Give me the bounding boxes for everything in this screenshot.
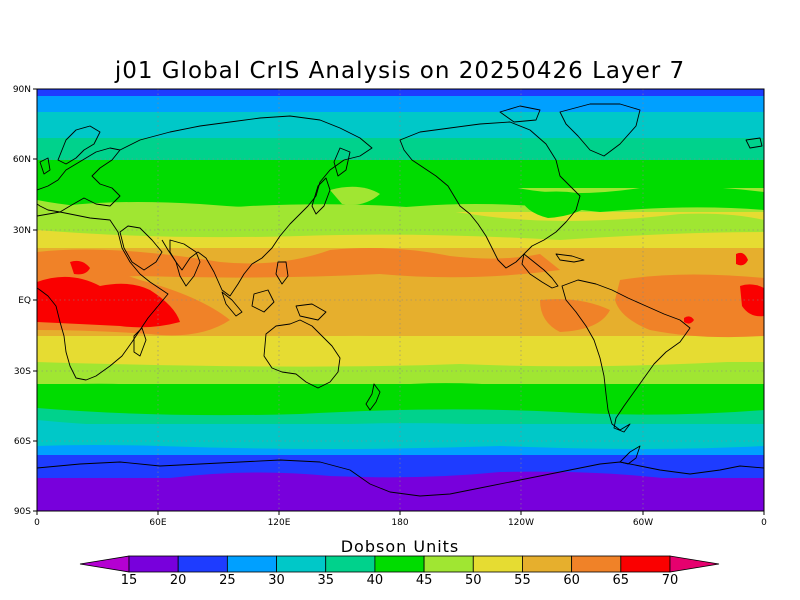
band-75n	[37, 112, 764, 140]
lon-tick-label: 0	[761, 518, 767, 528]
colorbar-cells	[128, 555, 671, 573]
coast-british-isles	[39, 157, 51, 175]
band-85n	[37, 96, 764, 114]
colorbar-cell	[571, 555, 622, 573]
coast-iceland	[745, 137, 763, 149]
lat-tick-labels: 90N 60N 30N EQ 30S 60S 90S	[13, 85, 31, 517]
coast-madagascar	[133, 327, 147, 357]
colorbar-cell	[472, 555, 523, 573]
lat-tick-label: 60N	[13, 155, 31, 165]
lat-tick-label: 90N	[13, 85, 31, 95]
patch-orange-eq-atl	[615, 274, 764, 338]
colorbar-tick-label: 20	[170, 573, 187, 588]
coast-south-america	[561, 279, 691, 433]
colorbar-cell	[522, 555, 573, 573]
patch-orange-tropics-n	[37, 248, 560, 282]
coast-europe	[37, 147, 121, 213]
band-30s	[37, 362, 764, 388]
colorbar-tick-label: 45	[416, 573, 433, 588]
colorbar-ticks: 15 20 25 30 35 40 45 50 55 60 65 70	[121, 573, 679, 588]
coast-antarctica	[37, 459, 764, 497]
lat-tick-label: 30N	[13, 226, 31, 236]
lon-tick-labels: 0 60E 120E 180 120W 60W 0	[34, 518, 767, 528]
colorbar-tick-label: 35	[317, 573, 334, 588]
coast-greenland	[559, 103, 641, 157]
coast-arctic-islands	[499, 105, 541, 123]
patch-red-sahara	[70, 260, 90, 275]
lon-tick-label: 120W	[508, 518, 534, 528]
patch-red-africa	[37, 276, 180, 328]
patch-purple-ant	[170, 471, 680, 490]
patch-green-atl-n	[520, 191, 600, 218]
axis-tick-marks	[33, 88, 765, 515]
colorbar-tick-label: 60	[563, 573, 580, 588]
coast-central-america	[521, 253, 559, 289]
lon-tick-label: 0	[34, 518, 40, 528]
map-panel: 90N 60N 30N EQ 30S 60S 90S 0 60E 120E 18…	[13, 85, 767, 528]
lon-tick-label: 180	[391, 518, 408, 528]
coast-japan	[311, 177, 331, 215]
coast-kamchatka	[333, 147, 351, 177]
colorbar-tick-label: 65	[613, 573, 630, 588]
patch-green-southern	[37, 383, 764, 416]
coast-africa	[37, 211, 169, 381]
lat-tick-label: EQ	[18, 296, 31, 306]
colorbar-tick-label: 30	[268, 573, 285, 588]
colorbar-tick-label: 40	[367, 573, 384, 588]
colorbar-cell	[374, 555, 425, 573]
patch-red-brazil	[684, 316, 694, 324]
colorbar-cell	[276, 555, 327, 573]
colorbar-over-arrow	[669, 555, 720, 573]
colorbar-tick-label: 55	[514, 573, 531, 588]
colorbar-cell	[226, 555, 277, 573]
lat-tick-label: 30S	[14, 367, 31, 377]
band-90n	[37, 89, 764, 99]
colorbar-cell	[128, 555, 179, 573]
colorbar-cell	[620, 555, 671, 573]
colorbar-cell	[325, 555, 376, 573]
colorbar: Dobson Units 15 20 25 30 35 40 45 50 55 60 65 70	[79, 537, 720, 588]
coast-arabia	[119, 225, 163, 271]
coast-india	[169, 239, 201, 287]
patch-red-wafr	[736, 252, 748, 266]
colorbar-cell	[177, 555, 228, 573]
coast-philippines	[275, 261, 289, 285]
patch-cyan-antarctic	[37, 420, 764, 449]
patch-green-pac-n	[330, 186, 380, 205]
colorbar-tick-label: 25	[219, 573, 236, 588]
colorbar-under-arrow	[79, 555, 130, 573]
coast-newzealand	[365, 383, 381, 411]
lat-tick-label: 90S	[14, 507, 31, 517]
coast-newguinea	[295, 303, 327, 321]
colorbar-tick-label: 50	[465, 573, 482, 588]
patch-orange-epac	[540, 299, 610, 332]
coast-sumatra	[221, 291, 243, 317]
colorbar-tick-label: 15	[121, 573, 138, 588]
patch-blue-ant-edge	[37, 455, 764, 477]
coast-north-america	[399, 121, 581, 269]
lon-tick-label: 60E	[149, 518, 166, 528]
patch-red-eatl	[740, 284, 764, 317]
coastlines	[37, 103, 764, 497]
coast-scandinavia	[57, 125, 101, 165]
figure-title: j01 Global CrIS Analysis on 20250426 Lay…	[114, 58, 685, 84]
coast-borneo	[251, 289, 275, 313]
patch-yellow-sub-s	[37, 335, 764, 367]
coast-ant-peninsula	[619, 445, 641, 465]
coast-asia	[119, 115, 373, 297]
colorbar-label: Dobson Units	[341, 537, 460, 556]
lat-tick-label: 60S	[14, 437, 31, 447]
lat-lon-grid	[37, 89, 764, 511]
coast-australia	[263, 319, 341, 389]
colorbar-tick-label: 70	[662, 573, 679, 588]
colorbar-cell	[423, 555, 474, 573]
lon-tick-label: 60W	[633, 518, 653, 528]
coast-caribbean	[555, 253, 585, 263]
lon-tick-label: 120E	[268, 518, 291, 528]
